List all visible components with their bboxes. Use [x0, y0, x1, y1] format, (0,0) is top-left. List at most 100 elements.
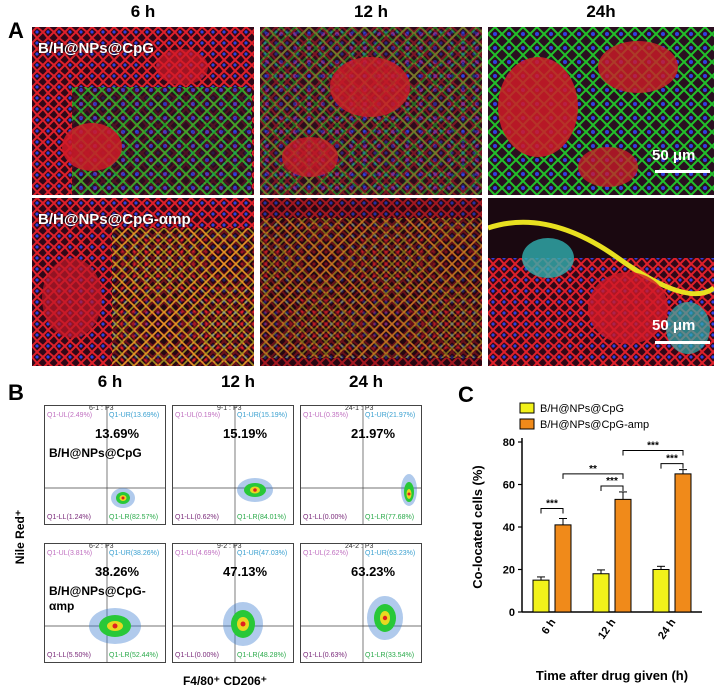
- flow-plot-24h-cpg: 24-1 : P3 Q1-UL(0.35%) Q1-UR(21.97%) Q1-…: [300, 405, 422, 525]
- flow-plot-6h-amp-ul: Q1-UL(3.81%): [47, 550, 93, 557]
- flow-plot-6h-cpg-ll: Q1-LL(1.24%): [47, 514, 91, 521]
- bar-1-2: [674, 473, 692, 613]
- x-tick-label-0: 6 h: [540, 617, 559, 637]
- flow-plot-12h-cpg-ul: Q1-UL(0.19%): [175, 412, 221, 419]
- flow-plot-24h-amp-density: [301, 544, 421, 662]
- bar-1-1: [614, 498, 632, 613]
- panel-b-col-12h: 12 h: [220, 372, 256, 391]
- micrograph-amp-6h-image: [32, 198, 254, 366]
- legend-label-0: B/H@NPs@CpG: [540, 403, 624, 415]
- flow-plot-6h-amp-lr: Q1-LR(52.44%): [109, 652, 159, 659]
- flow-plot-12h-amp-pct: 47.13%: [223, 564, 268, 579]
- flow-plot-24h-amp-lr: Q1-LR(33.54%): [365, 652, 415, 659]
- sig-bracket-3: [562, 473, 624, 479]
- panel-a-col-6h: 6 h: [130, 2, 156, 21]
- y-tick-label-0: 0: [509, 607, 515, 619]
- flow-plot-12h-amp-density: [173, 544, 293, 662]
- sig-label-1: ***: [606, 476, 618, 487]
- micrograph-cpg-6h-image: [32, 27, 254, 195]
- panel-b-letter: B: [8, 380, 24, 405]
- row-label-cpg: B/H@NPs@CpG: [38, 40, 154, 57]
- flow-plot-24h-amp-ul: Q1-UL(2.62%): [303, 550, 349, 557]
- sig-bracket-1: [600, 485, 624, 491]
- scale-bar-top: [655, 170, 710, 173]
- flow-plot-12h-amp-ul: Q1-UL(4.69%): [175, 550, 221, 557]
- flow-plot-6h-cpg-ur: Q1-UR(13.69%): [109, 412, 160, 419]
- flow-plot-6h-cpg-title: 6-1 : P3: [89, 405, 114, 412]
- y-tick-label-4: 80: [503, 437, 515, 449]
- flow-plot-6h-amp: 6-2 : P3 Q1-UL(3.81%) Q1-UR(38.26%) Q1-L…: [44, 543, 166, 663]
- scale-label-top: 50 μm: [652, 147, 696, 164]
- flow-plot-12h-amp-title: 9-2 : P3: [217, 543, 242, 550]
- flow-plot-24h-cpg-pct: 21.97%: [351, 426, 396, 441]
- flow-plot-6h-cpg-lr: Q1-LR(82.57%): [109, 514, 159, 521]
- panel-c-letter: C: [458, 382, 474, 407]
- micrograph-cpg-12h-image: [260, 27, 482, 195]
- flow-plot-24h-cpg-lr: Q1-LR(77.68%): [365, 514, 415, 521]
- flow-plot-12h-amp-ur: Q1-UR(47.03%): [237, 550, 288, 557]
- bar-0-2: [652, 569, 670, 613]
- panel-a-col-24h: 24h: [586, 2, 616, 21]
- micrograph-amp-6h: [32, 198, 254, 366]
- flow-plot-12h-cpg-ur: Q1-UR(15.19%): [237, 412, 288, 419]
- flow-plot-24h-cpg-ll: Q1-LL(0.00%): [303, 514, 347, 521]
- flow-plot-6h-cpg: 6-1 : P3 Q1-UL(2.49%) Q1-UR(13.69%) Q1-L…: [44, 405, 166, 525]
- sig-bracket-4: [622, 450, 684, 456]
- flow-plot-24h-amp-title: 24-2 : P3: [345, 543, 374, 550]
- flow-plot-12h-amp-lr: Q1-LR(48.28%): [237, 652, 287, 659]
- flow-plot-6h-cpg-pct: 13.69%: [95, 426, 140, 441]
- flow-sample-label-amp-line2: αmp: [49, 599, 75, 613]
- y-tick-label-3: 60: [503, 480, 515, 492]
- micrograph-amp-24h: [488, 198, 714, 366]
- micrograph-cpg-6h: [32, 27, 254, 195]
- flow-plot-24h-cpg-ur: Q1-UR(21.97%): [365, 412, 416, 419]
- legend-swatch-1: [519, 418, 535, 430]
- flow-plot-24h-amp-ll: Q1-LL(0.63%): [303, 652, 347, 659]
- y-tick-label-2: 40: [503, 522, 515, 534]
- sig-label-3: **: [589, 464, 597, 475]
- flow-sample-label-cpg: B/H@NPs@CpG: [49, 446, 142, 460]
- flow-plot-12h-amp: 9-2 : P3 Q1-UL(4.69%) Q1-UR(47.03%) Q1-L…: [172, 543, 294, 663]
- flow-plot-6h-cpg-density: [45, 406, 165, 524]
- bar-1-0: [554, 524, 572, 613]
- flow-plot-12h-cpg-ll: Q1-LL(0.62%): [175, 514, 219, 521]
- micrograph-cpg-12h: [260, 27, 482, 195]
- bar-0-1: [592, 573, 610, 613]
- x-axis-title: Time after drug given (h): [536, 668, 688, 683]
- x-tick-label-1: 12 h: [596, 617, 619, 642]
- flow-plot-24h-cpg-density: [301, 406, 421, 524]
- row-label-amp: B/H@NPs@CpG-αmp: [38, 211, 191, 228]
- flow-plot-6h-amp-ll: Q1-LL(5.50%): [47, 652, 91, 659]
- sig-bracket-0: [540, 508, 564, 514]
- panel-a-col-12h: 12 h: [353, 2, 389, 21]
- flow-plot-12h-cpg-pct: 15.19%: [223, 426, 268, 441]
- panel-b-x-axis-title: F4/80⁺ CD206⁺: [182, 674, 268, 688]
- flow-plot-6h-amp-ur: Q1-UR(38.26%): [109, 550, 160, 557]
- micrograph-cpg-24h: [488, 27, 714, 195]
- flow-plot-24h-cpg-ul: Q1-UL(0.35%): [303, 412, 349, 419]
- sig-label-2: ***: [666, 454, 678, 465]
- flow-plot-24h-amp-ur: Q1-UR(63.23%): [365, 550, 416, 557]
- flow-plot-12h-cpg: 9-1 : P3 Q1-UL(0.19%) Q1-UR(15.19%) Q1-L…: [172, 405, 294, 525]
- scale-bar-bottom: [655, 341, 710, 344]
- flow-plot-12h-cpg-lr: Q1-LR(84.01%): [237, 514, 287, 521]
- bar-0-0: [532, 579, 550, 613]
- flow-plot-12h-cpg-density: [173, 406, 293, 524]
- flow-plot-12h-amp-ll: Q1-LL(0.00%): [175, 652, 219, 659]
- flow-plot-6h-amp-density: [45, 544, 165, 662]
- sig-label-0: ***: [546, 499, 558, 510]
- x-tick-label-2: 24 h: [656, 617, 679, 642]
- micrograph-amp-24h-image: [488, 198, 714, 366]
- flow-plot-6h-amp-pct: 38.26%: [95, 564, 140, 579]
- micrograph-amp-12h: [260, 198, 482, 366]
- panel-a-letter: A: [8, 18, 24, 43]
- panel-b-col-24h: 24 h: [348, 372, 384, 391]
- flow-plot-6h-cpg-ul: Q1-UL(2.49%): [47, 412, 93, 419]
- legend-swatch-0: [519, 402, 535, 414]
- scale-label-bottom: 50 μm: [652, 317, 696, 334]
- flow-plot-6h-amp-title: 6-2 : P3: [89, 543, 114, 550]
- y-axis-title: Co-located cells (%): [470, 465, 485, 589]
- panel-b-col-6h: 6 h: [97, 372, 123, 391]
- sig-label-4: ***: [647, 441, 659, 452]
- y-tick-label-1: 20: [503, 565, 515, 577]
